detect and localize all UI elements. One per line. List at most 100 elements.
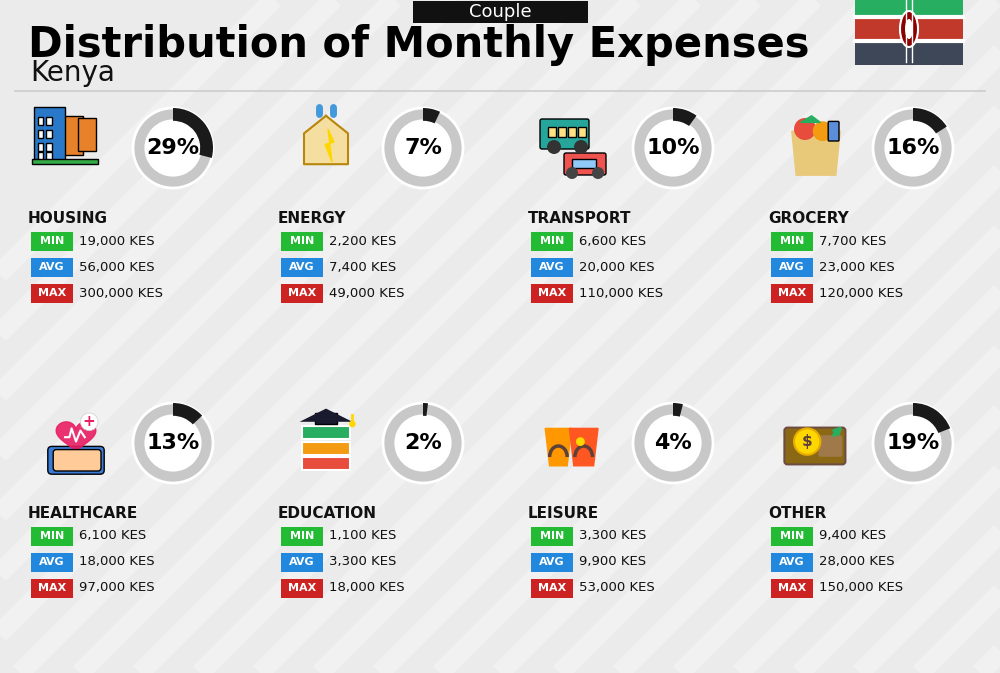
Text: EDUCATION: EDUCATION (278, 506, 377, 521)
FancyBboxPatch shape (281, 553, 323, 571)
Text: AVG: AVG (289, 557, 315, 567)
FancyBboxPatch shape (531, 283, 573, 302)
Text: 110,000 KES: 110,000 KES (579, 287, 663, 299)
FancyBboxPatch shape (771, 283, 813, 302)
Text: 9,400 KES: 9,400 KES (819, 530, 886, 542)
Text: MAX: MAX (538, 583, 566, 593)
FancyBboxPatch shape (31, 258, 73, 277)
Circle shape (349, 421, 356, 427)
FancyBboxPatch shape (771, 258, 813, 277)
FancyBboxPatch shape (38, 117, 43, 125)
FancyBboxPatch shape (46, 152, 52, 160)
Text: MAX: MAX (778, 288, 806, 298)
Text: AVG: AVG (779, 262, 805, 272)
FancyBboxPatch shape (855, 41, 963, 65)
Text: 13%: 13% (146, 433, 200, 453)
FancyBboxPatch shape (531, 258, 573, 277)
Text: AVG: AVG (779, 557, 805, 567)
FancyBboxPatch shape (38, 130, 43, 138)
Text: Distribution of Monthly Expenses: Distribution of Monthly Expenses (28, 24, 810, 66)
FancyBboxPatch shape (578, 127, 586, 137)
Text: HEALTHCARE: HEALTHCARE (28, 506, 138, 521)
FancyBboxPatch shape (46, 130, 52, 138)
Circle shape (566, 167, 578, 179)
FancyBboxPatch shape (531, 553, 573, 571)
Ellipse shape (900, 11, 918, 47)
FancyBboxPatch shape (61, 116, 83, 155)
FancyBboxPatch shape (281, 283, 323, 302)
FancyBboxPatch shape (568, 127, 576, 137)
Wedge shape (913, 108, 947, 133)
Text: 56,000 KES: 56,000 KES (79, 260, 155, 273)
FancyBboxPatch shape (540, 119, 589, 149)
Polygon shape (569, 429, 598, 466)
Text: 16%: 16% (886, 138, 940, 158)
FancyBboxPatch shape (531, 526, 573, 546)
Text: MAX: MAX (288, 288, 316, 298)
FancyBboxPatch shape (31, 553, 73, 571)
Wedge shape (633, 108, 713, 188)
Wedge shape (913, 403, 950, 433)
Polygon shape (325, 129, 334, 162)
Text: 23,000 KES: 23,000 KES (819, 260, 895, 273)
FancyBboxPatch shape (531, 232, 573, 250)
Circle shape (794, 118, 816, 140)
Text: TRANSPORT: TRANSPORT (528, 211, 632, 226)
Wedge shape (873, 403, 953, 483)
Text: MAX: MAX (38, 288, 66, 298)
Polygon shape (56, 422, 96, 454)
FancyBboxPatch shape (771, 553, 813, 571)
FancyBboxPatch shape (281, 232, 323, 250)
Text: 6,600 KES: 6,600 KES (579, 234, 646, 248)
Circle shape (547, 140, 561, 154)
FancyBboxPatch shape (32, 159, 98, 164)
FancyBboxPatch shape (281, 258, 323, 277)
Text: MIN: MIN (780, 531, 804, 541)
FancyBboxPatch shape (413, 1, 588, 23)
Text: OTHER: OTHER (768, 506, 826, 521)
FancyBboxPatch shape (531, 579, 573, 598)
Text: MAX: MAX (288, 583, 316, 593)
Circle shape (794, 429, 820, 455)
Polygon shape (300, 409, 352, 422)
Polygon shape (545, 429, 572, 466)
FancyBboxPatch shape (34, 107, 65, 160)
Circle shape (887, 122, 939, 174)
FancyBboxPatch shape (78, 118, 96, 151)
Text: 3,300 KES: 3,300 KES (329, 555, 396, 569)
Text: AVG: AVG (39, 557, 65, 567)
Circle shape (397, 417, 449, 469)
Text: 20,000 KES: 20,000 KES (579, 260, 655, 273)
Text: 6,100 KES: 6,100 KES (79, 530, 146, 542)
Text: MIN: MIN (540, 531, 564, 541)
Text: 2%: 2% (404, 433, 442, 453)
Wedge shape (173, 403, 202, 425)
Wedge shape (633, 403, 713, 483)
Text: AVG: AVG (39, 262, 65, 272)
Text: +: + (83, 415, 96, 429)
FancyBboxPatch shape (48, 446, 104, 474)
FancyBboxPatch shape (302, 441, 350, 455)
FancyBboxPatch shape (31, 283, 73, 302)
Text: 29%: 29% (146, 138, 200, 158)
Text: $: $ (802, 434, 813, 449)
Text: 53,000 KES: 53,000 KES (579, 581, 655, 594)
Text: 7,700 KES: 7,700 KES (819, 234, 886, 248)
FancyBboxPatch shape (31, 579, 73, 598)
Circle shape (147, 122, 199, 174)
Polygon shape (304, 116, 348, 164)
Text: 7%: 7% (404, 138, 442, 158)
FancyBboxPatch shape (315, 413, 337, 424)
FancyBboxPatch shape (572, 159, 596, 168)
Circle shape (647, 122, 699, 174)
Text: 18,000 KES: 18,000 KES (329, 581, 405, 594)
Circle shape (887, 417, 939, 469)
Text: Kenya: Kenya (30, 59, 115, 87)
Text: MIN: MIN (780, 236, 804, 246)
Text: ENERGY: ENERGY (278, 211, 347, 226)
Circle shape (80, 413, 98, 431)
Text: 49,000 KES: 49,000 KES (329, 287, 404, 299)
Text: 150,000 KES: 150,000 KES (819, 581, 903, 594)
Polygon shape (792, 131, 840, 175)
Wedge shape (423, 403, 428, 416)
